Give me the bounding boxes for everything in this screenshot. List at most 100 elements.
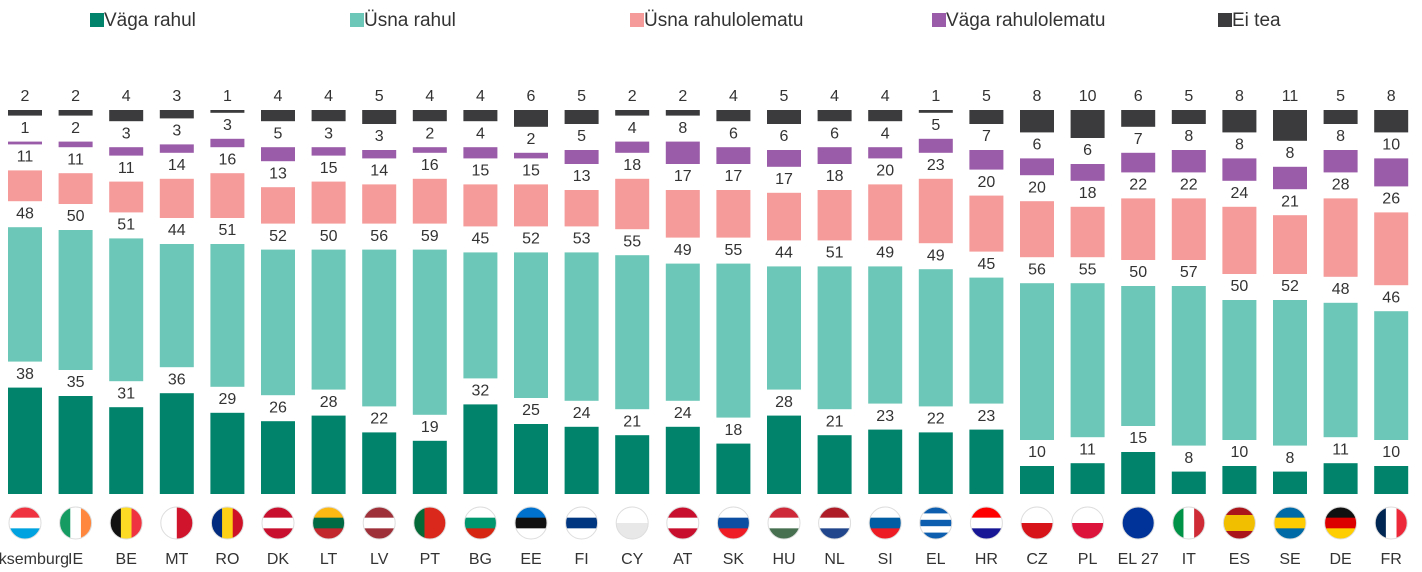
flag-stripe <box>131 507 143 539</box>
data-label: 11 <box>17 149 34 166</box>
bar-segment <box>918 269 953 407</box>
flag-stripe <box>1194 507 1205 539</box>
flag-stripe <box>9 517 41 529</box>
bar-segment <box>311 110 346 122</box>
data-label: 4 <box>729 88 738 105</box>
bar-segment <box>412 440 447 494</box>
data-label: 51 <box>117 217 135 234</box>
legend-swatch <box>932 13 946 27</box>
flag <box>1274 507 1306 539</box>
flag-stripe <box>515 507 547 519</box>
bar-segment <box>1222 466 1257 494</box>
flag-stripe <box>59 507 71 539</box>
bar-segment <box>412 249 447 415</box>
bar-segment <box>210 412 245 494</box>
x-tick-label: MT <box>165 551 188 568</box>
data-label: 11 <box>1282 88 1299 105</box>
bar-segment <box>1121 110 1156 127</box>
x-tick-label: EE <box>520 551 541 568</box>
bar-segment <box>615 110 650 116</box>
flag-border <box>413 506 447 540</box>
bar-segment <box>868 147 903 159</box>
bar-segment <box>1070 206 1105 258</box>
data-label: 10 <box>1231 444 1249 461</box>
data-label: 53 <box>573 231 591 248</box>
flag <box>717 507 750 539</box>
bar-segment <box>817 190 852 241</box>
flag-border <box>261 506 295 540</box>
data-label: 2 <box>71 88 80 105</box>
bar-segment <box>514 184 548 227</box>
data-label: 2 <box>71 120 80 137</box>
legend-label: Väga rahul <box>104 10 196 31</box>
data-label: 8 <box>678 120 687 137</box>
flag <box>464 507 497 539</box>
data-label: 17 <box>775 171 793 188</box>
flag-stripe <box>818 507 851 519</box>
data-label: 22 <box>1180 177 1198 194</box>
data-label: 11 <box>118 160 135 177</box>
data-label: 7 <box>1134 131 1143 148</box>
bar-segment <box>665 110 700 116</box>
data-label: 18 <box>725 422 743 439</box>
bar-segment <box>868 429 903 494</box>
flag-border <box>1071 506 1105 540</box>
bar-segment <box>210 173 245 218</box>
data-label: 8 <box>1387 88 1396 105</box>
x-tick-label: Luksemburg <box>0 551 69 568</box>
flag-stripe <box>869 528 902 539</box>
data-label: 48 <box>1332 281 1350 298</box>
bar-segment <box>514 110 548 127</box>
bar-segment <box>1374 158 1409 187</box>
legend-swatch <box>630 13 644 27</box>
bar-segment <box>463 184 498 227</box>
flag <box>1122 507 1155 539</box>
flag-stripe <box>413 507 425 539</box>
x-tick-label: EL 27 <box>1118 551 1159 568</box>
data-label: 23 <box>927 157 945 174</box>
bar-segment <box>665 426 700 494</box>
flag-border <box>362 506 396 540</box>
flag-stripe <box>1021 523 1053 539</box>
bar-segment <box>969 429 1004 494</box>
flag-stripe <box>1122 507 1155 539</box>
bar-segment <box>261 421 295 494</box>
bar-segment <box>261 147 295 162</box>
x-tick-label: BG <box>469 551 492 568</box>
data-label: 8 <box>1235 137 1244 154</box>
bar-segment <box>767 415 801 494</box>
bar-segment <box>412 110 447 122</box>
data-label: 11 <box>1332 441 1349 458</box>
flag-stripe <box>1385 507 1398 539</box>
data-label: 55 <box>725 242 743 259</box>
bar-segment <box>261 110 295 122</box>
bar-segment <box>716 263 751 418</box>
data-label: 38 <box>16 366 34 383</box>
data-label: 23 <box>978 408 996 425</box>
bar-segment <box>1323 110 1358 124</box>
flag-stripe <box>9 507 41 519</box>
x-tick-label: FI <box>574 551 588 568</box>
flag-border <box>1222 506 1256 540</box>
flag <box>312 507 345 539</box>
data-label: 23 <box>876 408 894 425</box>
flag <box>1071 507 1104 539</box>
data-label: 18 <box>826 168 844 185</box>
bar-segment <box>767 266 801 390</box>
data-label: 5 <box>931 117 940 134</box>
flag-border <box>868 506 902 540</box>
x-tick-label: SE <box>1279 551 1300 568</box>
bar-segment <box>362 432 397 494</box>
bar-segment <box>665 263 700 401</box>
bar-segment <box>159 178 194 218</box>
bar-segment <box>868 266 903 404</box>
data-label: 52 <box>269 228 287 245</box>
flag-stripe <box>717 507 750 519</box>
data-label: 5 <box>1336 88 1345 105</box>
bar-segment <box>210 110 245 113</box>
data-label: 15 <box>320 160 338 177</box>
bar-segment <box>1020 158 1054 176</box>
bar-segment <box>58 396 93 494</box>
legend-label: Ei tea <box>1232 10 1281 31</box>
bar-segment <box>311 249 346 390</box>
